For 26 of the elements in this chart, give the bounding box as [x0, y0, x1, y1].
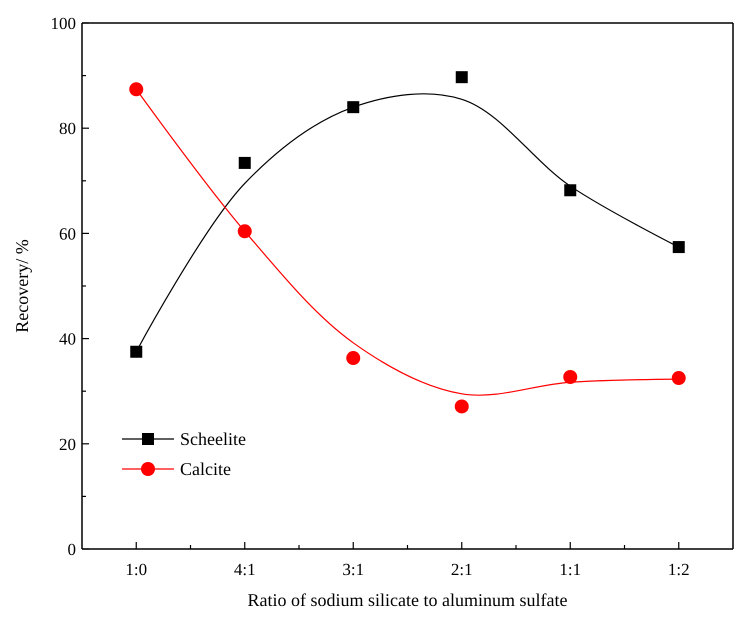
point: [346, 351, 360, 366]
x-tick-label: 1:1: [559, 560, 582, 579]
point: [563, 370, 578, 384]
point: [129, 82, 144, 96]
y-tick-label: 40: [59, 330, 76, 349]
point: [130, 346, 142, 358]
y-tick-label: 60: [59, 224, 76, 244]
point: [454, 399, 469, 414]
legend-label: Calcite: [180, 459, 231, 479]
y-tick-label: 0: [68, 540, 76, 559]
x-tick-label: 1:2: [668, 560, 690, 579]
point: [672, 241, 685, 254]
y-tick-label: 20: [59, 434, 76, 454]
y-axis-title: Recovery/ %: [12, 239, 32, 333]
legend-label: Scheelite: [180, 429, 246, 449]
y-tick-label: 100: [50, 14, 76, 33]
point: [564, 184, 576, 196]
y-tick-label: 80: [59, 119, 76, 138]
x-tick-label: 2:1: [450, 560, 473, 579]
x-tick-label: 1:0: [125, 560, 148, 579]
x-tick-label: 4:1: [234, 560, 256, 579]
point: [238, 156, 251, 169]
point: [672, 371, 686, 386]
point: [456, 71, 468, 84]
x-tick-label: 3:1: [342, 560, 364, 579]
x-axis-title: Ratio of sodium silicate to aluminum sulfate: [248, 590, 568, 610]
